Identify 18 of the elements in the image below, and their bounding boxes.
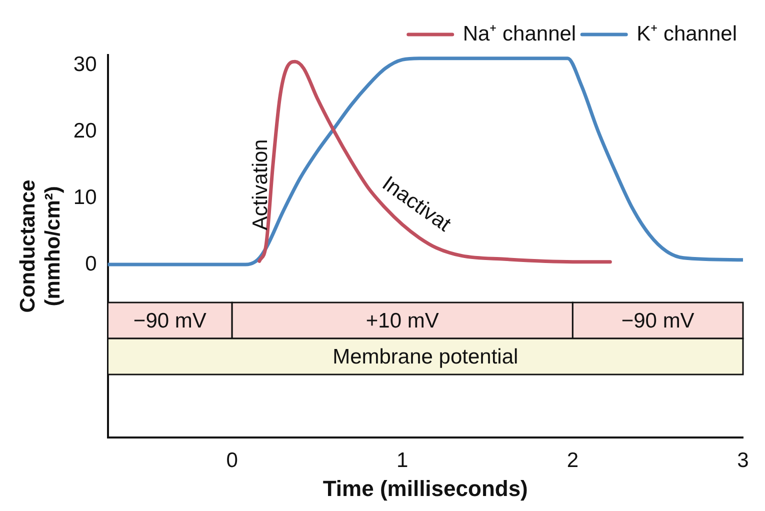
band-label: −90 mV <box>621 309 694 332</box>
y-tick-label: 10 <box>73 186 97 209</box>
y-tick-label: 0 <box>85 252 97 276</box>
x-tick-label: 2 <box>566 448 579 472</box>
y-axis-title: Conductance (mmho/cm²) <box>16 180 65 313</box>
legend-label: K⁺ channel <box>636 22 738 46</box>
y-tick-label: 30 <box>73 52 97 76</box>
band-label: Membrane potential <box>332 345 518 368</box>
x-tick-label: 1 <box>396 448 408 472</box>
band-label: −90 mV <box>133 309 206 332</box>
x-tick-label: 3 <box>737 448 749 472</box>
legend-label: Na⁺ channel <box>462 22 576 46</box>
line-series <box>108 56 743 266</box>
x-axis-title: Time (milliseconds) <box>322 476 528 501</box>
y-tick-label: 20 <box>73 119 97 142</box>
band-label: +10 mV <box>366 309 439 332</box>
annotation: Activation <box>248 139 272 230</box>
x-tick-label: 0 <box>226 448 238 472</box>
